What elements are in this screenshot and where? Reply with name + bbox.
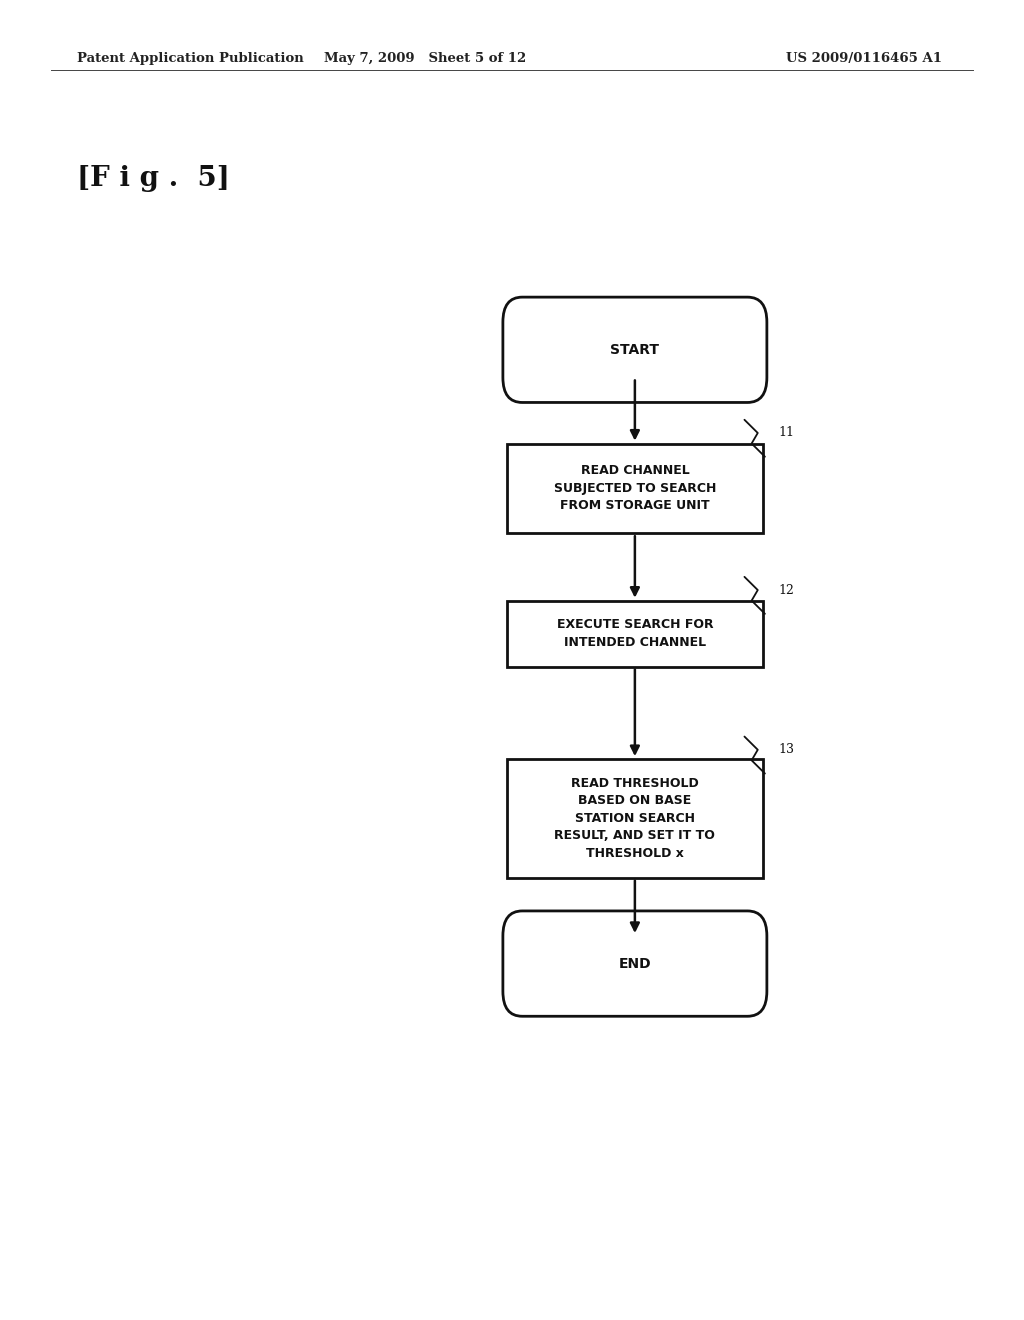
Text: May 7, 2009   Sheet 5 of 12: May 7, 2009 Sheet 5 of 12 [324,51,526,65]
Text: EXECUTE SEARCH FOR
INTENDED CHANNEL: EXECUTE SEARCH FOR INTENDED CHANNEL [557,618,713,649]
Text: [F i g .  5]: [F i g . 5] [77,165,229,191]
FancyBboxPatch shape [503,911,767,1016]
FancyBboxPatch shape [503,297,767,403]
Text: END: END [618,957,651,970]
FancyBboxPatch shape [507,601,763,667]
Text: 13: 13 [778,743,795,756]
Text: US 2009/0116465 A1: US 2009/0116465 A1 [786,51,942,65]
Text: Patent Application Publication: Patent Application Publication [77,51,303,65]
FancyBboxPatch shape [507,444,763,533]
Text: 12: 12 [778,583,795,597]
Text: READ THRESHOLD
BASED ON BASE
STATION SEARCH
RESULT, AND SET IT TO
THRESHOLD x: READ THRESHOLD BASED ON BASE STATION SEA… [554,777,716,859]
Text: START: START [610,343,659,356]
FancyBboxPatch shape [507,759,763,878]
Text: READ CHANNEL
SUBJECTED TO SEARCH
FROM STORAGE UNIT: READ CHANNEL SUBJECTED TO SEARCH FROM ST… [554,465,716,512]
Text: 11: 11 [778,426,795,440]
